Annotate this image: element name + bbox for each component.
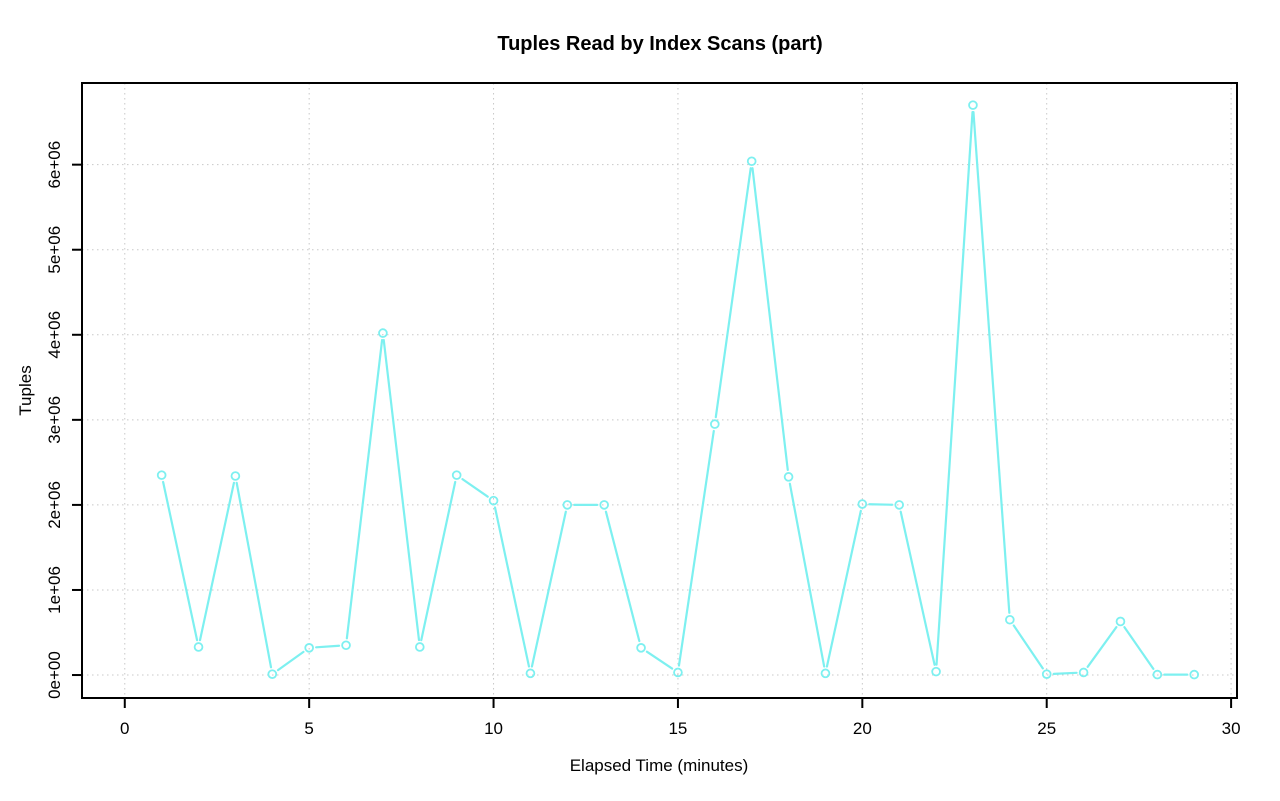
data-point-marker	[746, 156, 757, 167]
series-line-segment	[493, 506, 531, 668]
series-line-segment	[276, 650, 305, 672]
data-point-marker	[341, 640, 351, 651]
x-tick-label: 10	[484, 719, 503, 738]
series-line-segment	[751, 167, 789, 471]
series-line-segment	[1012, 624, 1044, 670]
data-point-marker	[193, 642, 204, 652]
data-point-marker	[1152, 669, 1163, 680]
series-line-segment	[461, 478, 489, 498]
series-line-segment	[825, 509, 862, 668]
series-line-segment	[972, 110, 1011, 614]
data-point-marker	[451, 470, 462, 480]
y-tick-label: 0e+00	[45, 651, 64, 699]
data-point-marker	[820, 668, 831, 679]
series-line-segment	[420, 480, 457, 642]
data-point-marker	[599, 500, 609, 510]
data-point-marker	[378, 328, 388, 338]
data-point-marker	[931, 666, 941, 677]
x-tick-label: 20	[853, 719, 872, 738]
series-line-segment	[1052, 671, 1078, 675]
y-tick-label: 1e+06	[45, 566, 64, 614]
x-tick-label: 30	[1222, 719, 1241, 738]
data-point-marker	[710, 419, 720, 429]
plot-frame	[81, 82, 1238, 699]
chart-title: Tuples Read by Index Scans (part)	[497, 33, 822, 55]
data-point-marker	[267, 669, 278, 679]
data-point-marker	[1078, 667, 1089, 678]
series-line-segment	[714, 167, 752, 419]
x-axis-label: Elapsed Time (minutes)	[570, 756, 749, 775]
data-point-marker	[894, 500, 905, 510]
y-tick-label: 6e+06	[45, 141, 64, 189]
data-point-marker	[562, 500, 573, 510]
series-line-segment	[235, 481, 273, 669]
data-point-marker	[1189, 669, 1200, 680]
series-line-segment	[162, 480, 199, 642]
data-point-marker	[1041, 669, 1052, 679]
data-point-marker	[1005, 614, 1015, 625]
series-line-segment	[677, 429, 715, 667]
plot-border	[81, 82, 1238, 699]
series-line-segment	[198, 481, 236, 642]
gridlines	[82, 83, 1237, 698]
data-point-marker	[857, 499, 868, 509]
data-point-marker	[230, 471, 241, 481]
data-point-marker	[304, 643, 314, 653]
x-tick-label: 15	[668, 719, 687, 738]
series-line-segment	[530, 510, 567, 668]
series-line-segment	[868, 503, 894, 506]
data-point-marker	[525, 668, 536, 679]
x-tick-label: 25	[1037, 719, 1056, 738]
data-series	[156, 100, 1200, 680]
series-line-segment	[1086, 626, 1118, 668]
x-tick-label: 5	[304, 719, 313, 738]
series-line-segment	[345, 338, 384, 640]
series-line-segment	[899, 510, 936, 666]
data-point-marker	[673, 667, 683, 678]
y-tick-label: 5e+06	[45, 226, 64, 274]
series-line-segment	[604, 510, 641, 643]
series-line-segment	[645, 650, 674, 670]
y-tick-label: 4e+06	[45, 311, 64, 359]
y-axis-label: Tuples	[16, 365, 35, 415]
series-line-segment	[1123, 626, 1155, 670]
series-line-segment	[788, 482, 826, 668]
x-tick-label: 0	[120, 719, 129, 738]
series-line-segment	[935, 111, 974, 666]
series-line-segment	[315, 644, 341, 649]
data-point-marker	[488, 495, 499, 506]
axis-ticks: 0 5 10 15 20 25 30 0e+00 1e+06 2e+06 3e+06 4e+06 5e+…	[45, 141, 1241, 738]
data-point-marker	[156, 470, 167, 480]
y-tick-label: 2e+06	[45, 481, 64, 529]
series-line-segment	[382, 338, 421, 642]
data-point-marker	[1115, 616, 1126, 627]
data-point-marker	[783, 472, 794, 482]
data-point-marker	[968, 100, 978, 110]
data-point-marker	[636, 643, 646, 653]
data-point-marker	[414, 642, 425, 652]
y-tick-label: 3e+06	[45, 396, 64, 444]
